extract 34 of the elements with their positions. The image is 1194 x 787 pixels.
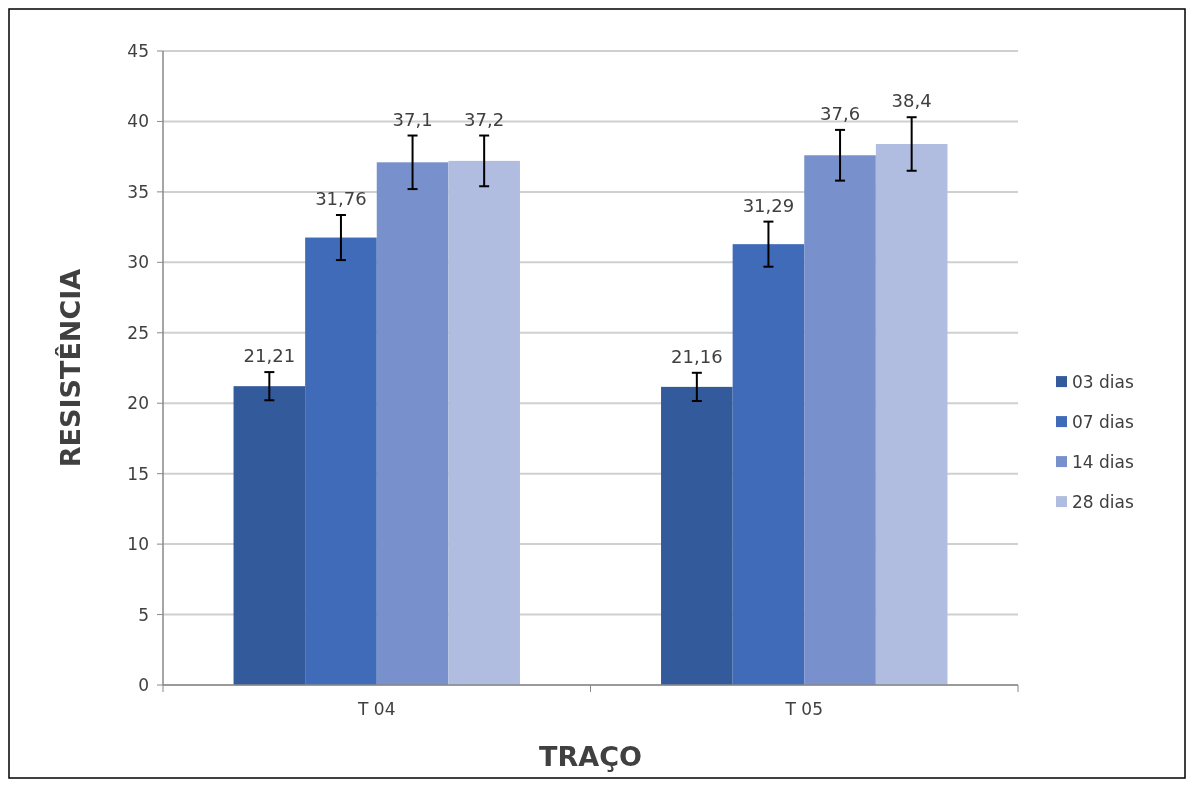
y-axis-title: RESISTÊNCIA — [55, 268, 86, 468]
data-label: 37,1 — [392, 108, 433, 130]
y-tick-label: 30 — [127, 252, 149, 273]
y-tick-label: 40 — [127, 111, 149, 132]
y-tick-label: 10 — [127, 534, 149, 555]
x-axis-title: TRAÇO — [539, 741, 642, 772]
y-tick-label: 45 — [127, 40, 149, 61]
bar — [376, 162, 449, 685]
y-tick-label: 15 — [127, 463, 149, 484]
data-label: 31,29 — [742, 194, 795, 216]
x-tick-label: T 04 — [357, 699, 396, 719]
legend-label: 28 dias — [1072, 492, 1134, 513]
bar — [305, 237, 377, 685]
legend-label: 14 dias — [1072, 452, 1134, 473]
data-label: 37,2 — [464, 108, 505, 130]
bar — [661, 386, 733, 685]
bar — [732, 244, 805, 685]
data-label: 31,76 — [315, 187, 367, 209]
bar — [448, 160, 520, 685]
y-tick-label: 20 — [127, 393, 149, 414]
y-tick-label: 5 — [138, 604, 149, 625]
legend-label: 07 dias — [1072, 412, 1134, 433]
y-tick-label: 0 — [138, 674, 149, 695]
data-label: 21,21 — [243, 345, 296, 367]
bar — [804, 155, 876, 685]
y-tick-label: 25 — [127, 322, 149, 343]
y-tick-label: 35 — [127, 181, 149, 202]
bar — [233, 386, 306, 685]
data-label: 21,16 — [671, 345, 723, 367]
data-label: 38,4 — [891, 90, 932, 112]
data-label: 37,6 — [820, 102, 861, 124]
x-tick-label: T 05 — [784, 699, 823, 719]
bar — [875, 143, 948, 685]
legend-label: 03 dias — [1072, 372, 1134, 393]
